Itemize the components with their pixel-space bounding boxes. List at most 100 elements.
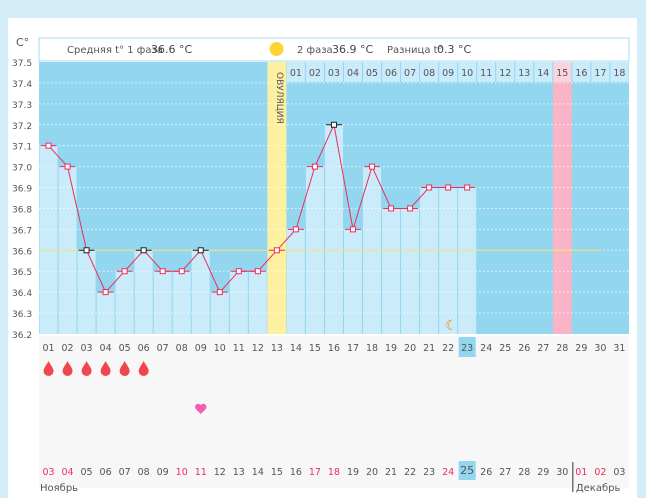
phase2-day-cell — [458, 62, 477, 82]
phase2-day-label: 14 — [537, 68, 549, 79]
cycle-day-label: 23 — [461, 343, 473, 354]
heart-icon — [195, 403, 207, 414]
temperature-bar — [172, 271, 191, 334]
cycle-day-label: 08 — [176, 343, 188, 354]
phase2-day-cell — [496, 62, 515, 82]
y-axis-unit: C° — [16, 36, 29, 49]
temperature-point — [311, 163, 318, 170]
temperature-point — [254, 268, 261, 275]
phase2-day-cell — [420, 62, 439, 82]
calendar-date-label: 23 — [423, 467, 435, 478]
blood-drop-icon — [81, 361, 92, 377]
cycle-day-label: 09 — [195, 343, 207, 354]
temperature-point — [64, 163, 71, 170]
diff-label: Разница t° — [387, 45, 443, 56]
temperature-point — [235, 268, 242, 275]
temperature-bar — [324, 124, 343, 334]
month-label: Декабрь — [576, 483, 621, 494]
calendar-date-label: 05 — [81, 467, 93, 478]
phase2-day-label: 03 — [328, 68, 340, 79]
temperature-point — [349, 226, 356, 233]
cycle-day-label: 26 — [518, 343, 530, 354]
temperature-bar — [420, 187, 439, 334]
temperature-point — [407, 205, 414, 212]
calendar-date-label: 09 — [157, 467, 169, 478]
cycle-day-label: 29 — [575, 343, 587, 354]
cycle-day-label: 30 — [594, 343, 606, 354]
y-tick-label: 36.8 — [12, 205, 32, 215]
phase2-day-cell — [591, 62, 610, 82]
calendar-date-label: 04 — [61, 467, 73, 478]
temperature-point — [369, 163, 376, 170]
temperature-point — [273, 247, 280, 254]
calendar-date-label: 16 — [290, 467, 302, 478]
moon-icon: ☾ — [445, 318, 458, 334]
y-tick-label: 37.4 — [12, 80, 32, 90]
phase2-day-label: 09 — [442, 68, 454, 79]
phase2-day-label: 06 — [385, 68, 397, 79]
cycle-day-label: 21 — [423, 343, 435, 354]
calendar-date-label: 11 — [195, 467, 207, 478]
cycle-day-label: 03 — [81, 343, 93, 354]
temperature-point — [121, 268, 128, 275]
temperature-bar — [286, 229, 305, 334]
y-tick-label: 36.2 — [12, 331, 32, 341]
cycle-day-label: 19 — [385, 343, 397, 354]
phase2-day-cell — [382, 62, 401, 82]
phase2-day-cell — [534, 62, 553, 82]
phase2-day-label: 16 — [575, 68, 587, 79]
current-day-highlight — [458, 337, 476, 357]
phase2-day-cell — [477, 62, 496, 82]
calendar-date-label: 17 — [309, 467, 321, 478]
calendar-date-label: 29 — [537, 467, 549, 478]
y-tick-label: 36.3 — [12, 310, 32, 320]
temperature-point — [216, 289, 223, 296]
phase2-day-cell — [572, 62, 591, 82]
cycle-day-label: 18 — [366, 343, 378, 354]
y-tick-label: 37.1 — [12, 143, 32, 153]
cycle-day-label: 17 — [347, 343, 359, 354]
temperature-point — [426, 184, 433, 191]
cycle-day-label: 01 — [42, 343, 54, 354]
ovulation-label: ОВУЛЯЦИЯ — [274, 72, 284, 124]
cycle-day-label: 02 — [61, 343, 73, 354]
phase2-day-cell — [439, 62, 458, 82]
calendar-date-label: 20 — [366, 467, 378, 478]
temperature-point — [159, 268, 166, 275]
cycle-day-label: 12 — [252, 343, 264, 354]
temperature-bar — [39, 145, 58, 334]
calendar-date-label: 13 — [233, 467, 245, 478]
phase2-day-cell — [610, 62, 629, 82]
calendar-date-label: 07 — [119, 467, 131, 478]
calendar-date-label: 03 — [42, 467, 54, 478]
diff-value: 0.3 °C — [437, 43, 471, 56]
calendar-date-label: 27 — [499, 467, 511, 478]
temperature-bar — [401, 208, 420, 334]
phase2-day-label: 05 — [366, 68, 378, 79]
cycle-day-label: 11 — [233, 343, 245, 354]
phase2-day-cell — [363, 62, 382, 82]
y-tick-label: 36.6 — [12, 247, 32, 257]
phase2-day-label: 04 — [347, 68, 359, 79]
cycle-day-label: 04 — [100, 343, 112, 354]
phase2-day-label: 15 — [556, 68, 568, 79]
y-tick-label: 37.2 — [12, 122, 32, 132]
blood-drop-icon — [43, 361, 54, 377]
calendar-date-label: 22 — [404, 467, 416, 478]
calendar-date-label: 25 — [460, 464, 474, 477]
calendar-date-label: 02 — [594, 467, 606, 478]
temperature-point — [83, 247, 90, 254]
ovulation-column — [267, 62, 287, 334]
temperature-bar — [248, 271, 267, 334]
y-tick-label: 36.5 — [12, 268, 32, 278]
y-tick-label: 36.4 — [12, 289, 32, 299]
cycle-day-label: 22 — [442, 343, 454, 354]
phase1-value: 36.6 °C — [151, 43, 192, 56]
phase2-day-label: 08 — [423, 68, 435, 79]
temperature-point — [140, 247, 147, 254]
phase2-day-cell — [286, 62, 305, 82]
temperature-bar — [458, 187, 477, 334]
phase2-day-label: 18 — [613, 68, 625, 79]
temperature-bar — [343, 229, 363, 334]
